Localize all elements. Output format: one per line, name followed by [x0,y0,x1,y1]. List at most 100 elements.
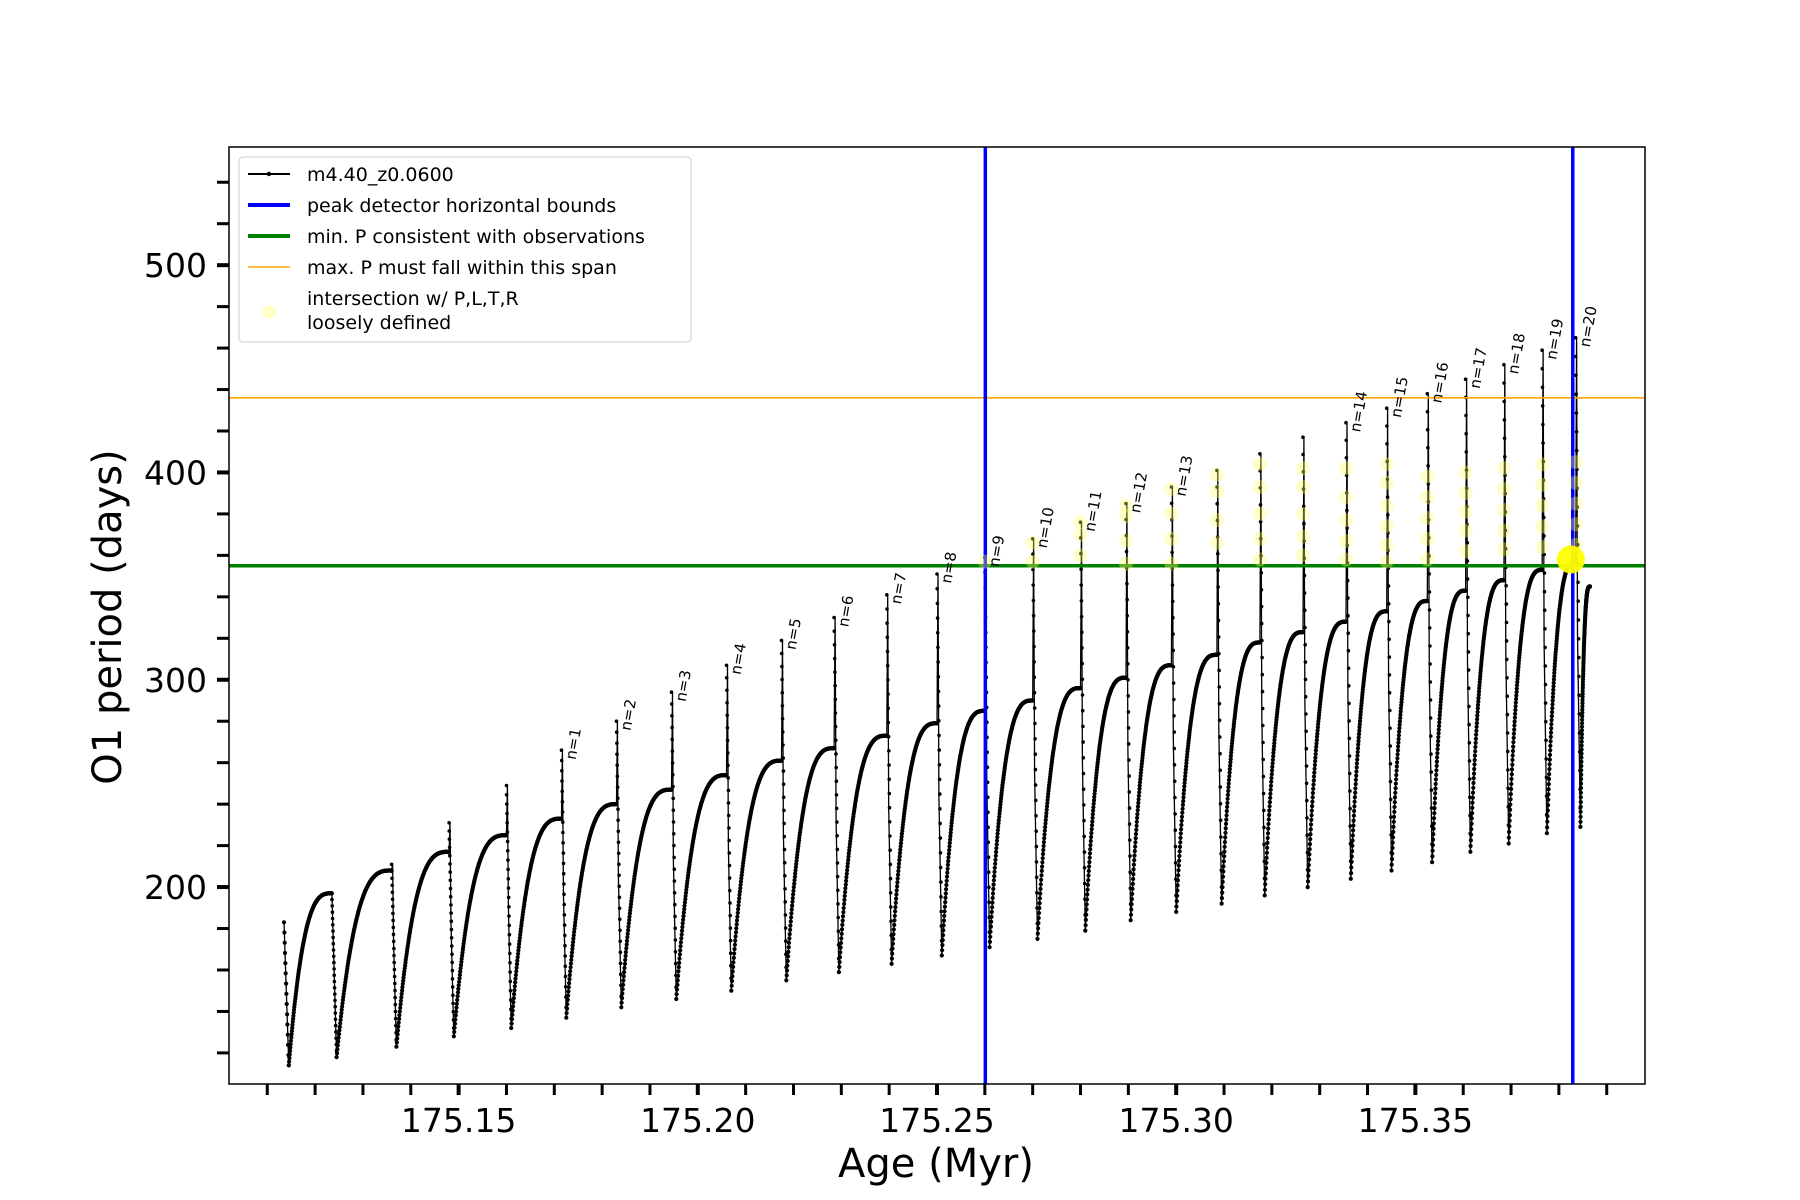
model-point [844,875,849,880]
model-point [1473,740,1478,746]
model-point [987,939,993,945]
model-point [834,779,839,783]
model-point [1173,844,1178,849]
model-point [614,802,619,807]
model-point [936,704,941,708]
model-point [834,765,838,770]
model-point [393,1016,398,1021]
model-point [1505,712,1510,717]
intersection-marker [1119,533,1133,548]
model-point [1435,755,1440,760]
model-point [1546,792,1551,797]
model-point [281,920,287,925]
model-point [448,886,453,891]
model-point [887,805,892,810]
model-point [458,969,463,974]
model-point [1354,761,1359,766]
model-point [1427,536,1431,540]
model-point [1466,631,1470,636]
model-point [1544,757,1548,761]
model-point [784,978,789,983]
model-point [1032,629,1036,633]
model-point [622,961,628,967]
model-point [1576,637,1581,641]
model-point [738,882,743,887]
model-point [1347,719,1351,723]
model-point [1302,573,1307,578]
model-point [992,865,997,870]
model-point [333,1017,338,1022]
model-point [1091,801,1096,806]
intersection-marker [1568,475,1583,490]
model-point [1435,743,1440,748]
model-point [1175,883,1180,888]
model-point [619,996,625,1001]
model-point [1260,672,1265,677]
intersection-marker [1420,511,1435,526]
model-point [1543,645,1547,650]
model-point [1312,762,1317,768]
model-point [731,964,736,970]
model-point [1262,887,1268,892]
model-point [517,938,522,944]
model-point [1130,886,1135,891]
model-point [393,988,397,993]
model-point [1579,743,1584,748]
model-point [1303,677,1308,682]
model-point [564,1006,570,1011]
model-point [1514,683,1520,688]
model-point [1174,904,1179,909]
model-point [1305,833,1309,837]
model-point [1437,716,1442,721]
model-point [938,807,942,811]
data-layer [281,335,1593,1068]
model-point [621,982,626,987]
model-point [790,899,795,904]
model-point [450,977,455,981]
model-point [340,1001,345,1006]
model-point [676,969,681,974]
model-point [1515,670,1521,675]
model-point [1578,800,1583,805]
model-point [897,854,902,859]
model-point [1429,788,1434,792]
model-point [1132,849,1137,854]
model-point [1578,795,1583,800]
model-point [1127,790,1132,794]
model-point [1578,819,1583,824]
model-point [674,987,680,992]
model-point [1515,676,1520,682]
model-point [681,910,686,915]
model-point [453,1017,458,1022]
model-point [562,892,566,896]
model-point [679,928,685,933]
model-point [841,905,846,911]
model-point [1033,752,1038,756]
model-point [1125,613,1129,618]
model-point [1218,751,1222,756]
model-point [1430,843,1435,848]
model-point [989,919,994,924]
model-point [1310,795,1315,800]
model-point [1033,721,1037,726]
model-point [1082,850,1087,854]
model-point [736,899,741,905]
model-point [1271,744,1277,749]
model-point [844,871,849,876]
model-point [1352,808,1357,814]
model-point [448,853,452,858]
model-point [1435,747,1440,752]
intersection-marker [1568,496,1583,511]
model-point [994,849,999,855]
model-point [506,877,511,881]
model-point [787,936,792,941]
model-point [1032,660,1036,664]
model-point [949,824,954,829]
model-point [1086,873,1091,878]
model-point [996,824,1001,829]
model-point [1225,792,1230,798]
model-point [938,851,943,855]
model-point [937,763,942,767]
model-point [1310,804,1315,809]
model-point [332,979,337,984]
